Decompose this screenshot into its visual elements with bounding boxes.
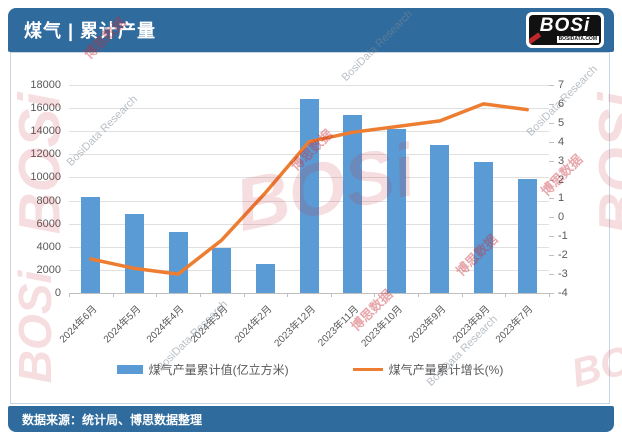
growth-line-layer <box>89 102 529 276</box>
x-axis-label: 2023年11月 <box>316 303 362 349</box>
y-axis-label: 16000 <box>30 102 61 115</box>
y-axis-label: 6000 <box>36 217 61 230</box>
y-axis-label: 12000 <box>30 148 61 161</box>
y2-axis-label: 3 <box>558 154 565 167</box>
y-axis-label: 14000 <box>30 125 61 138</box>
y2-axis-label: 6 <box>558 97 565 110</box>
y-axis-label: 4000 <box>36 240 61 253</box>
data-source: 数据来源：统计局、博思数据整理 <box>22 412 203 427</box>
y2-axis-tick <box>549 85 554 86</box>
y2-axis-label: 1 <box>558 192 565 205</box>
footer: 数据来源：统计局、博思数据整理 <box>8 406 614 432</box>
chart-panel: 煤气产量累计值(亿立方米) 煤气产量累计增长(%) 18000 16000 1400… <box>10 52 610 404</box>
legend-line-label: 煤气产量累计增长(%) <box>388 363 504 377</box>
x-axis-label: 2023年10月 <box>359 303 405 350</box>
y-axis-label: 10000 <box>30 171 61 184</box>
bosi-logo-domain: BOSIDATA.COM <box>556 36 599 43</box>
x-axis-tick <box>461 293 463 297</box>
x-axis-label: 2024年2月 <box>232 303 274 346</box>
x-axis-tick <box>243 293 245 297</box>
bar <box>430 145 450 293</box>
x-axis-tick <box>505 293 507 297</box>
line-swatch-icon <box>352 368 383 371</box>
x-axis-label: 2024年3月 <box>188 303 231 346</box>
bar <box>474 162 494 293</box>
y2-axis-label: 2 <box>558 173 565 186</box>
y2-axis-tick <box>549 293 554 294</box>
x-axis-label: 2023年12月 <box>272 303 318 350</box>
y2-axis-tick <box>549 274 554 276</box>
header: 煤气 | 累计产量 BOSi BOSIDATA.COM <box>8 8 614 52</box>
legend: 煤气产量累计值(亿立方米) 煤气产量累计增长(%) <box>11 361 609 378</box>
y2-axis-tick <box>549 255 554 257</box>
bar <box>124 214 144 293</box>
legend-item-line: 煤气产量累计增长(%) <box>352 361 504 378</box>
bosi-logo-text: BOSi <box>539 15 591 36</box>
x-axis-tick <box>418 293 420 297</box>
bosi-logo: BOSi BOSIDATA.COM <box>526 12 604 48</box>
bar <box>212 247 232 293</box>
y2-axis-label: -2 <box>558 249 568 262</box>
x-axis-tick <box>69 293 70 297</box>
bar <box>255 264 275 293</box>
x-axis-label: 2024年4月 <box>145 303 187 346</box>
bar <box>168 231 188 293</box>
y2-axis-tick <box>549 217 554 219</box>
y2-axis-tick <box>549 236 554 238</box>
y2-axis-label: 5 <box>558 116 565 129</box>
x-axis-label: 2023年8月 <box>450 303 493 346</box>
bar <box>386 128 406 293</box>
x-axis-tick <box>112 293 114 297</box>
bosi-logo-box: BOSi BOSIDATA.COM <box>529 15 601 45</box>
y2-axis-label: -3 <box>558 268 568 281</box>
y2-axis-tick <box>549 198 554 200</box>
y2-axis-tick <box>549 141 554 143</box>
x-axis-tick <box>549 293 550 297</box>
x-axis-label: 2023年7月 <box>494 303 536 346</box>
legend-item-bar: 煤气产量累计值(亿立方米) <box>116 361 289 378</box>
y2-axis-label: -4 <box>558 287 568 299</box>
page-title: 煤气 | 累计产量 <box>24 21 157 41</box>
legend-bar-label: 煤气产量累计值(亿立方米) <box>148 363 289 377</box>
x-axis-label: 2024年5月 <box>101 303 144 346</box>
y2-axis-tick <box>549 103 554 105</box>
bar <box>343 115 363 293</box>
gridline <box>69 85 549 86</box>
y2-axis-label: 7 <box>558 79 565 91</box>
y2-axis-label: -1 <box>558 230 568 243</box>
bar <box>517 178 537 293</box>
x-axis-tick <box>374 293 376 297</box>
y2-axis-label: 0 <box>558 211 565 224</box>
bar <box>81 197 101 293</box>
y2-axis-tick <box>549 179 554 181</box>
y-axis-label: 2000 <box>36 263 61 276</box>
bar-swatch-icon <box>116 365 143 374</box>
y2-axis-tick <box>549 122 554 124</box>
x-axis-label: 2023年9月 <box>406 303 449 346</box>
gridline <box>69 293 549 294</box>
y-axis-label: 0 <box>54 287 61 299</box>
x-axis-tick <box>156 293 158 297</box>
growth-line <box>89 102 529 276</box>
y-axis-label: 8000 <box>36 194 61 207</box>
x-axis-label: 2024年6月 <box>57 303 100 346</box>
y2-axis-tick <box>549 160 554 162</box>
x-axis-tick <box>287 293 289 297</box>
x-axis-tick <box>199 293 201 297</box>
y2-axis-label: 4 <box>558 135 565 148</box>
y-axis-label: 18000 <box>30 79 61 91</box>
x-axis-tick <box>330 293 332 297</box>
